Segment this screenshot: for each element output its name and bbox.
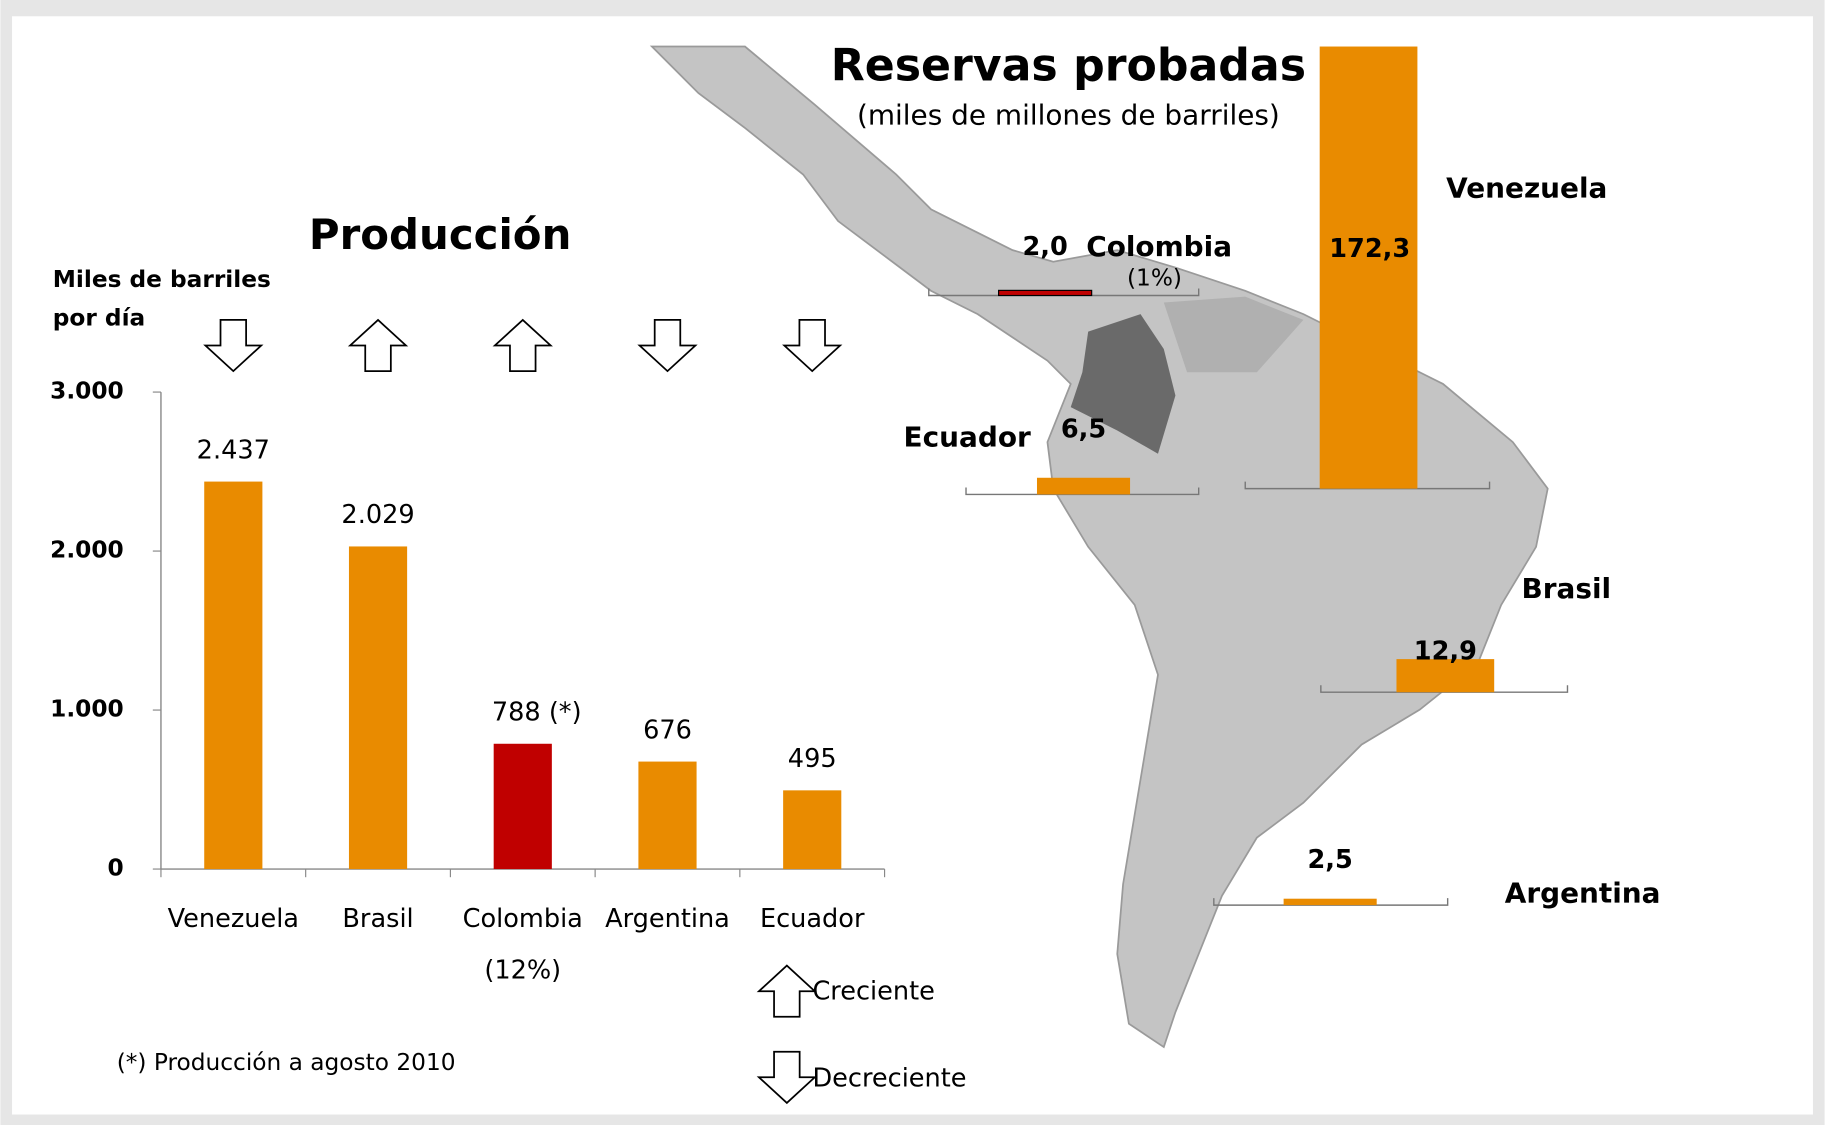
footnote: (*) Producción a agosto 2010 <box>117 1049 456 1076</box>
x-tick-label: Venezuela <box>168 904 299 934</box>
trend-arrow-down <box>782 319 843 373</box>
value-label: 495 <box>788 744 837 774</box>
x-tick-label: Colombia <box>463 904 583 934</box>
bar <box>998 289 1093 297</box>
y-tick-label: 3.000 <box>50 378 124 405</box>
category-label: Venezuela <box>1446 172 1607 205</box>
colombia-map <box>1070 314 1176 454</box>
category-label: Colombia <box>1086 230 1232 263</box>
trend-arrow-down <box>203 319 264 373</box>
bar <box>204 481 263 870</box>
trend-arrow-up <box>347 318 409 372</box>
y-tick-label: 0 <box>108 855 124 882</box>
value-label: 2,0 <box>1022 232 1067 262</box>
y-tick-label: 2.000 <box>50 537 124 564</box>
x-tick-label: Ecuador <box>760 904 865 934</box>
trend-arrow-down <box>637 319 698 373</box>
category-label: Ecuador <box>904 421 1031 454</box>
production-title: Producción <box>309 210 571 259</box>
value-label: 676 <box>643 715 692 745</box>
value-label: 2.029 <box>341 500 414 530</box>
trend-arrow-down <box>756 1050 818 1105</box>
bar <box>638 761 697 870</box>
x-tick-label: Argentina <box>605 904 730 934</box>
y-axis-label: Miles de barriles <box>53 266 271 293</box>
y-axis-label: por día <box>53 304 145 331</box>
value-label: 2,5 <box>1308 845 1353 875</box>
legend-label: Decreciente <box>812 1064 966 1094</box>
venezuela-map <box>1163 296 1304 373</box>
bar <box>493 743 552 870</box>
legend-label: Creciente <box>812 976 934 1006</box>
reserves-subtitle: (miles de millones de barriles) <box>857 98 1280 131</box>
bar <box>1396 659 1495 693</box>
value-label: 2.437 <box>197 435 270 465</box>
trend-arrow-up <box>756 964 818 1018</box>
reserves-title: Reservas probadas <box>831 41 1306 92</box>
bar <box>1319 46 1418 489</box>
trend-arrow-up <box>492 318 553 372</box>
category-label: Brasil <box>1522 572 1612 605</box>
category-label: Argentina <box>1505 877 1661 910</box>
value-label: 6,5 <box>1061 414 1106 444</box>
value-label: 172,3 <box>1329 234 1410 264</box>
bar <box>348 546 408 870</box>
bar <box>1283 898 1377 906</box>
value-label: 788 (*) <box>492 698 582 728</box>
bar <box>1036 477 1131 495</box>
bar <box>783 790 842 870</box>
y-tick-label: 1.000 <box>50 696 124 723</box>
share-label: (1%) <box>1127 265 1182 292</box>
map <box>649 45 1549 1049</box>
value-label: 12,9 <box>1414 637 1477 667</box>
x-tick-sublabel: (12%) <box>484 955 561 985</box>
x-tick-label: Brasil <box>342 904 413 934</box>
